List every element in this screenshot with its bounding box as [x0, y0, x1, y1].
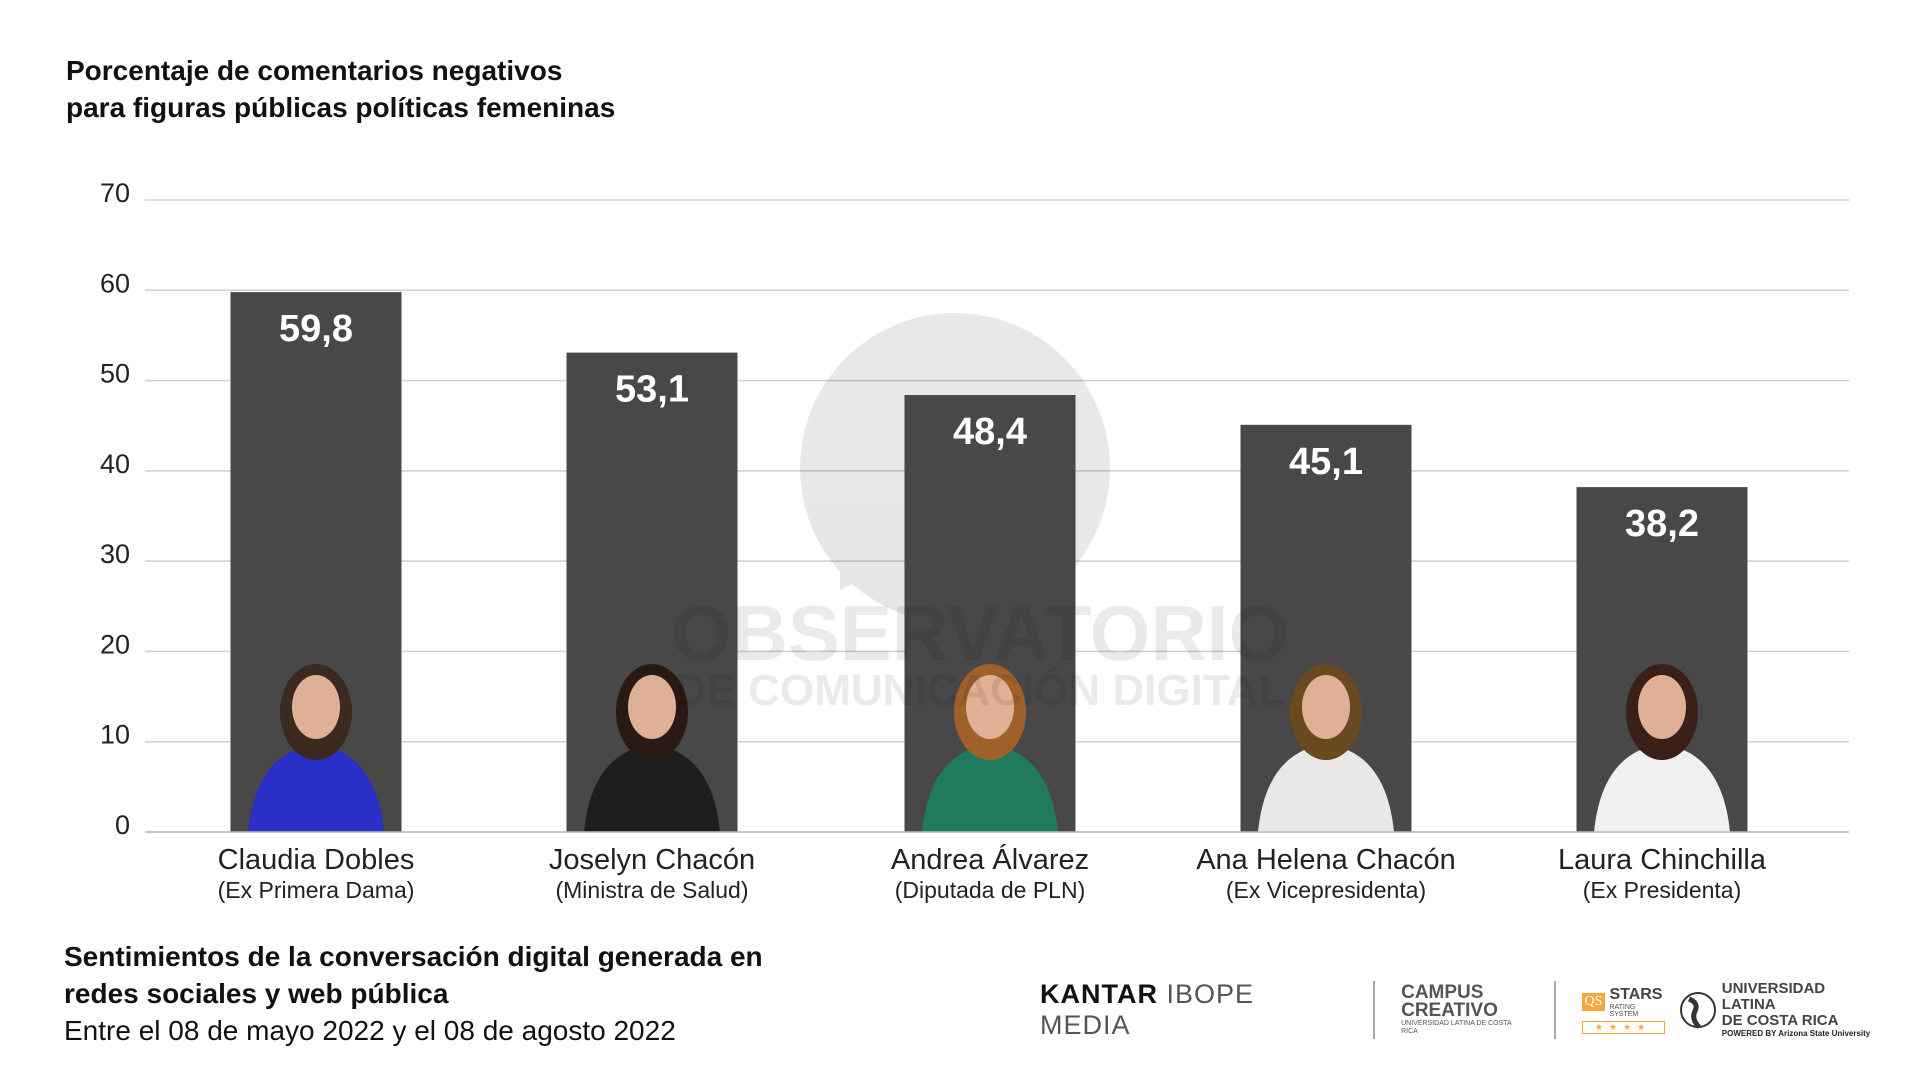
- category-sublabel: (Ex Vicepresidenta): [1226, 877, 1426, 903]
- category-sublabel: (Ex Primera Dama): [218, 877, 415, 903]
- title-line-1: Porcentaje de comentarios negativos: [66, 55, 563, 86]
- bar-value-label: 59,8: [279, 308, 353, 350]
- person-photo: [1594, 664, 1730, 832]
- divider: [1373, 981, 1376, 1039]
- bar-value-label: 48,4: [953, 411, 1027, 453]
- bar-chart: 0 10 20 30 40 50 60 70 59,8 Claudia Dobles(Ex Pri…: [100, 178, 1849, 903]
- universidad-latina-logo: UNIVERSIDAD LATINA DE COSTA RICA POWERED B…: [1679, 981, 1881, 1039]
- title-line-2: para figuras públicas políticas femenina…: [66, 92, 616, 123]
- divider: [1553, 981, 1556, 1039]
- person-photo: [584, 664, 720, 832]
- footer-line-1: Sentimientos de la conversación digital …: [64, 941, 763, 972]
- bar-value-label: 45,1: [1289, 441, 1363, 483]
- footer-date: Entre el 08 de mayo 2022 y el 08 de agos…: [64, 1015, 676, 1046]
- kantar-logo: KANTAR IBOPE MEDIA: [1040, 979, 1255, 1040]
- campus-creativo-logo: CAMPUS CREATIVO UNIVERSIDAD LATINA DE COST…: [1401, 982, 1512, 1035]
- y-tick-label: 50: [100, 359, 130, 389]
- category-label: Joselyn Chacón: [549, 844, 755, 876]
- logos: KANTAR IBOPE MEDIA CAMPUS CREATIVO UNIVERS…: [1040, 975, 1880, 1045]
- category-label: Andrea Álvarez: [891, 843, 1089, 876]
- category-sublabel: (Ex Presidenta): [1583, 877, 1742, 903]
- qs-stars-logo: QS STARS RATING SYSTEM ★★★★: [1581, 986, 1665, 1034]
- y-tick-label: 10: [100, 720, 130, 750]
- person-photo: [1258, 664, 1394, 832]
- bar-value-label: 53,1: [615, 369, 689, 411]
- bar-value-label: 38,2: [1625, 503, 1699, 545]
- y-tick-label: 40: [100, 449, 130, 479]
- globe-icon: [1679, 992, 1716, 1029]
- category-label: Claudia Dobles: [218, 844, 415, 876]
- footer-note: Sentimientos de la conversación digital …: [64, 938, 763, 1049]
- y-tick-label: 60: [100, 268, 130, 298]
- chart-title: Porcentaje de comentarios negativos para…: [66, 52, 615, 126]
- y-tick-label: 30: [100, 539, 130, 569]
- watermark-text: OBSERVATORIO: [671, 589, 1289, 677]
- category-sublabel: (Diputada de PLN): [895, 877, 1086, 903]
- footer-line-2: redes sociales y web pública: [64, 978, 449, 1009]
- y-tick-label: 0: [115, 810, 130, 840]
- category-sublabel: (Ministra de Salud): [555, 877, 748, 903]
- category-label: Laura Chinchilla: [1558, 844, 1767, 876]
- person-photo: [248, 664, 384, 832]
- person-photo: [922, 664, 1058, 832]
- watermark-text: DE COMUNICACIÓN DIGITAL: [675, 665, 1285, 715]
- y-tick-label: 20: [100, 629, 130, 659]
- category-label: Ana Helena Chacón: [1196, 844, 1456, 876]
- y-tick-label: 70: [100, 178, 130, 208]
